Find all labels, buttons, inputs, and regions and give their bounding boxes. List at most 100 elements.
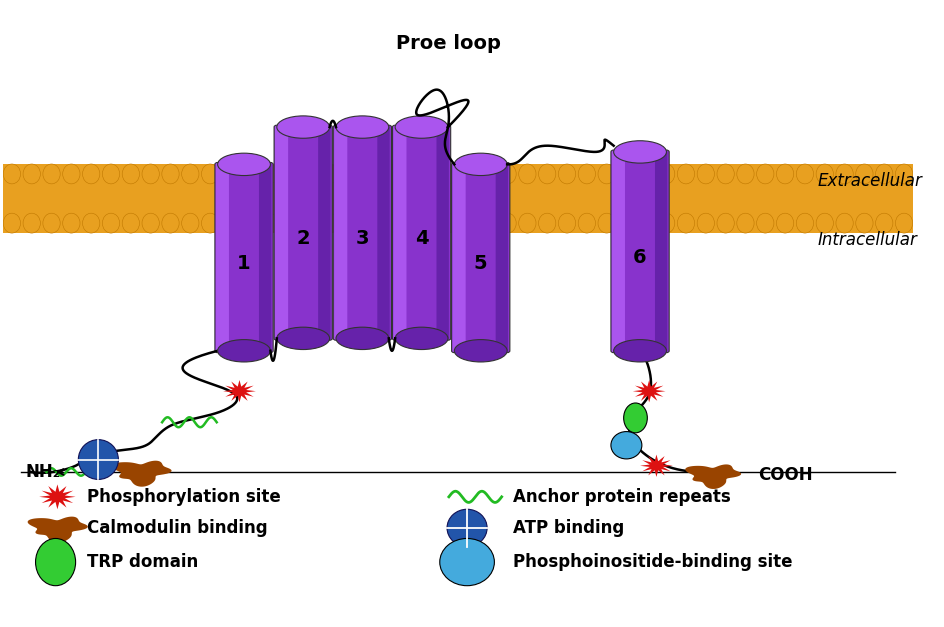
FancyBboxPatch shape	[451, 162, 510, 352]
Ellipse shape	[439, 213, 457, 233]
Polygon shape	[223, 380, 256, 403]
Ellipse shape	[277, 116, 329, 138]
Ellipse shape	[896, 213, 913, 233]
Ellipse shape	[757, 213, 774, 233]
Text: 5: 5	[474, 255, 487, 273]
Ellipse shape	[876, 213, 893, 233]
Ellipse shape	[399, 164, 417, 184]
Text: Calmodulin binding: Calmodulin binding	[87, 519, 267, 537]
Text: Anchor protein repeats: Anchor protein repeats	[513, 488, 731, 506]
Ellipse shape	[82, 164, 100, 184]
Ellipse shape	[161, 164, 179, 184]
Ellipse shape	[221, 164, 239, 184]
Ellipse shape	[624, 403, 648, 433]
Ellipse shape	[658, 164, 675, 184]
FancyBboxPatch shape	[216, 163, 229, 352]
Ellipse shape	[62, 213, 80, 233]
Ellipse shape	[261, 213, 278, 233]
Ellipse shape	[777, 213, 794, 233]
Ellipse shape	[637, 164, 655, 184]
Ellipse shape	[797, 213, 814, 233]
Ellipse shape	[614, 340, 666, 362]
Ellipse shape	[538, 213, 556, 233]
Ellipse shape	[161, 213, 179, 233]
FancyBboxPatch shape	[394, 126, 407, 340]
Ellipse shape	[221, 213, 239, 233]
Polygon shape	[640, 455, 673, 477]
Polygon shape	[111, 461, 172, 487]
Ellipse shape	[280, 164, 298, 184]
Ellipse shape	[3, 213, 21, 233]
Text: NH₂: NH₂	[25, 463, 60, 481]
Text: 3: 3	[356, 229, 369, 248]
Ellipse shape	[201, 164, 219, 184]
Ellipse shape	[698, 213, 715, 233]
FancyBboxPatch shape	[655, 151, 667, 351]
Ellipse shape	[3, 164, 21, 184]
Polygon shape	[40, 485, 76, 509]
Ellipse shape	[717, 213, 734, 233]
Ellipse shape	[399, 213, 417, 233]
Ellipse shape	[617, 213, 635, 233]
FancyBboxPatch shape	[496, 164, 508, 351]
FancyBboxPatch shape	[215, 162, 273, 352]
Ellipse shape	[817, 213, 834, 233]
FancyBboxPatch shape	[318, 127, 330, 339]
Ellipse shape	[479, 213, 497, 233]
FancyBboxPatch shape	[393, 125, 450, 340]
Ellipse shape	[876, 164, 893, 184]
Ellipse shape	[658, 213, 675, 233]
Polygon shape	[632, 380, 666, 403]
Ellipse shape	[122, 213, 140, 233]
Ellipse shape	[280, 213, 298, 233]
Ellipse shape	[419, 164, 437, 184]
Ellipse shape	[558, 164, 576, 184]
Ellipse shape	[336, 116, 389, 138]
Ellipse shape	[856, 213, 873, 233]
Ellipse shape	[360, 164, 378, 184]
Ellipse shape	[62, 164, 80, 184]
Ellipse shape	[82, 213, 100, 233]
Ellipse shape	[611, 431, 642, 459]
Ellipse shape	[102, 213, 120, 233]
Ellipse shape	[277, 327, 329, 349]
Ellipse shape	[598, 213, 615, 233]
Ellipse shape	[218, 153, 270, 176]
Ellipse shape	[142, 213, 160, 233]
Ellipse shape	[454, 340, 507, 362]
Ellipse shape	[498, 213, 516, 233]
Ellipse shape	[896, 164, 913, 184]
Ellipse shape	[42, 213, 60, 233]
Ellipse shape	[479, 164, 497, 184]
Ellipse shape	[518, 164, 536, 184]
Ellipse shape	[23, 213, 41, 233]
Ellipse shape	[440, 539, 495, 586]
Ellipse shape	[379, 164, 397, 184]
Ellipse shape	[614, 140, 666, 163]
Ellipse shape	[598, 164, 615, 184]
Text: ATP binding: ATP binding	[513, 519, 624, 537]
FancyBboxPatch shape	[334, 126, 347, 340]
Ellipse shape	[241, 213, 259, 233]
Ellipse shape	[23, 164, 41, 184]
Ellipse shape	[447, 509, 487, 547]
Ellipse shape	[578, 213, 596, 233]
Ellipse shape	[218, 340, 270, 362]
Text: 2: 2	[296, 229, 310, 248]
Text: Phosphorylation site: Phosphorylation site	[87, 488, 280, 506]
Ellipse shape	[102, 164, 120, 184]
Ellipse shape	[538, 164, 556, 184]
FancyBboxPatch shape	[333, 125, 392, 340]
Bar	[3, 164, 913, 233]
Ellipse shape	[817, 164, 834, 184]
FancyBboxPatch shape	[452, 163, 465, 352]
FancyBboxPatch shape	[611, 150, 669, 352]
Ellipse shape	[336, 327, 389, 349]
Polygon shape	[685, 465, 741, 489]
Ellipse shape	[439, 164, 457, 184]
Ellipse shape	[698, 164, 715, 184]
Ellipse shape	[454, 153, 507, 176]
Ellipse shape	[856, 164, 873, 184]
Ellipse shape	[340, 213, 358, 233]
Ellipse shape	[261, 164, 278, 184]
